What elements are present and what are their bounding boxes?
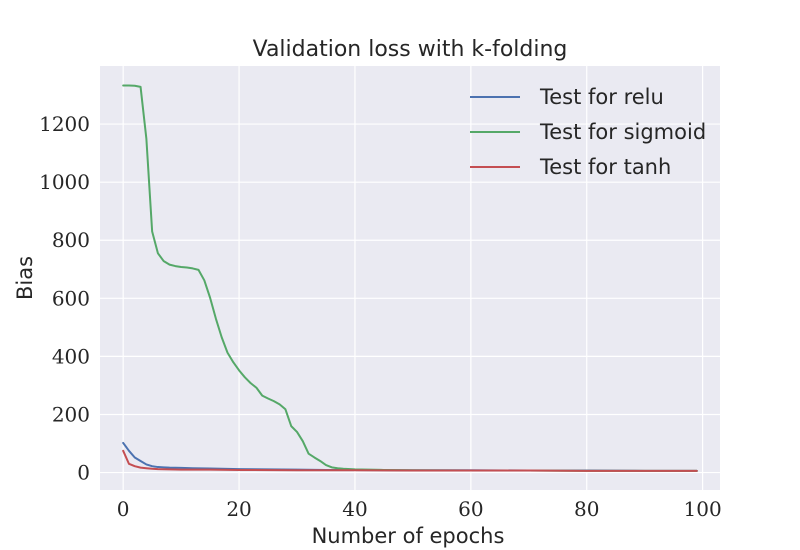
x-axis-label: Number of epochs <box>312 524 505 548</box>
x-tick-label: 40 <box>342 497 367 521</box>
legend-label-2: Test for sigmoid <box>539 120 706 144</box>
x-tick-label: 60 <box>458 497 483 521</box>
y-axis-label: Bias <box>13 256 37 300</box>
y-tick-label: 200 <box>52 402 90 426</box>
x-tick-label: 100 <box>684 497 722 521</box>
y-tick-label: 1200 <box>39 112 90 136</box>
series-line-2 <box>122 84 698 472</box>
x-tick-label: 0 <box>117 497 130 521</box>
y-tick-label: 600 <box>52 286 90 310</box>
series-line-3 <box>122 449 698 472</box>
grid <box>100 66 720 490</box>
legend-label-1: Test for relu <box>539 85 664 109</box>
legend: Test for relu Test for sigmoid Test for ta… <box>470 85 706 179</box>
y-tick-label: 400 <box>52 344 90 368</box>
x-tick-label: 20 <box>226 497 251 521</box>
y-tick-label: 0 <box>77 461 90 485</box>
x-tick-label: 80 <box>574 497 599 521</box>
chart-title: Validation loss with k-folding <box>253 37 568 62</box>
series-layer <box>122 84 698 472</box>
legend-label-3: Test for tanh <box>539 155 671 179</box>
y-tick-label: 1000 <box>39 170 90 194</box>
y-tick-label: 800 <box>52 228 90 252</box>
